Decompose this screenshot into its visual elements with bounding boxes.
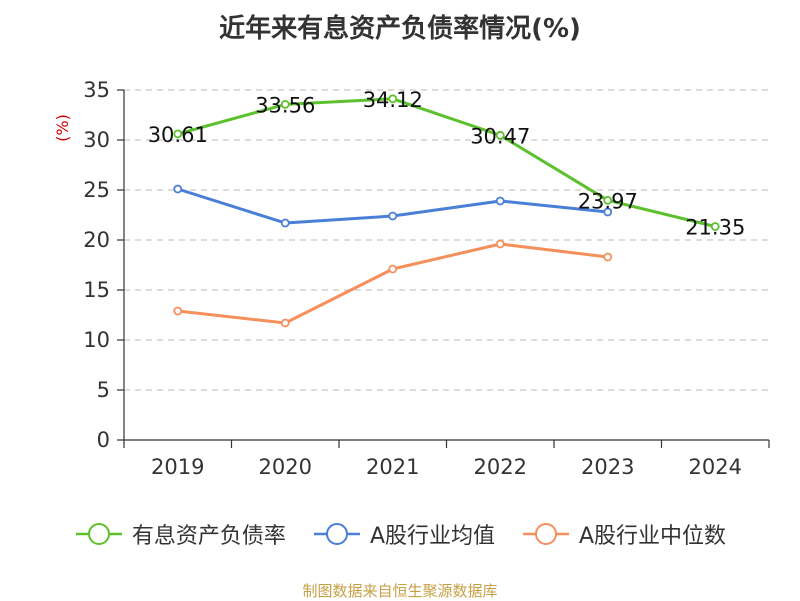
- legend-marker-icon: [523, 523, 569, 545]
- data-label: 23.97: [578, 189, 638, 213]
- series-2-point: [280, 318, 290, 328]
- series-0-point: [710, 222, 720, 231]
- series-2-point: [603, 252, 613, 262]
- data-label: 33.56: [255, 93, 315, 117]
- series-1-point: [495, 196, 505, 206]
- legend-label: 有息资产负债率: [131, 524, 286, 549]
- x-tick-label: 2023: [581, 455, 634, 479]
- y-tick-label: 20: [83, 228, 110, 252]
- y-tick-label: 10: [83, 328, 110, 352]
- series-0-point: [173, 129, 183, 139]
- data-labels: 30.61 33.56 34.12 30.47 23.97 21.35: [148, 88, 746, 240]
- series-0-point: [495, 130, 505, 140]
- axes: [117, 89, 770, 448]
- series-1-point: [388, 211, 398, 221]
- series-2-point: [173, 306, 183, 316]
- series-1-point: [603, 207, 613, 217]
- series-2-point: [495, 239, 505, 249]
- series-0-point: [388, 94, 398, 104]
- tick-labels: 0 5 10 15 20 25 30 35 2019 2020 2021 2022 2023 2024: [83, 78, 742, 479]
- y-axis-label: (%): [53, 114, 72, 142]
- source-note: 制图数据来自恒生聚源数据库: [302, 582, 498, 600]
- series-0-point: [280, 100, 290, 109]
- x-tick-label: 2024: [689, 455, 742, 479]
- series-0-point: [603, 195, 613, 205]
- legend: 有息资产负债率 A股行业均值 A股行业中位数: [0, 518, 800, 550]
- x-tick-label: 2019: [151, 455, 204, 479]
- series-1-point: [280, 218, 290, 228]
- series-2-point: [388, 264, 398, 274]
- y-tick-label: 5: [97, 378, 110, 402]
- y-tick-label: 25: [83, 178, 110, 202]
- y-tick-label: 0: [97, 428, 110, 452]
- series-points: [173, 94, 720, 328]
- y-tick-label: 15: [83, 278, 110, 302]
- gridlines: [124, 89, 769, 391]
- legend-marker-circle: [325, 523, 348, 545]
- legend-marker-icon: [313, 523, 360, 545]
- data-label: 21.35: [685, 216, 745, 240]
- y-tick-label: 35: [83, 78, 110, 102]
- series-line-2: [177, 242, 608, 325]
- data-label: 34.12: [363, 88, 423, 112]
- legend-item[interactable]: A股行业中位数: [521, 518, 726, 550]
- data-label: 30.61: [148, 123, 208, 147]
- x-tick-label: 2022: [474, 455, 527, 479]
- legend-marker-circle: [535, 523, 557, 545]
- x-tick-label: 2021: [366, 455, 419, 479]
- legend-marker-icon: [75, 523, 122, 545]
- x-tick-label: 2020: [259, 455, 312, 479]
- chart-title: 近年来有息资产负债率情况(%): [219, 14, 581, 44]
- legend-item[interactable]: 有息资产负债率: [74, 518, 286, 550]
- series-1-point: [173, 184, 183, 194]
- y-tick-label: 30: [83, 128, 110, 152]
- legend-label: A股行业均值: [369, 524, 495, 549]
- data-label: 30.47: [470, 124, 530, 148]
- legend-item[interactable]: A股行业均值: [312, 518, 495, 550]
- series-line-0: [177, 97, 716, 228]
- legend-marker-circle: [87, 523, 110, 545]
- legend-label: A股行业中位数: [579, 524, 727, 549]
